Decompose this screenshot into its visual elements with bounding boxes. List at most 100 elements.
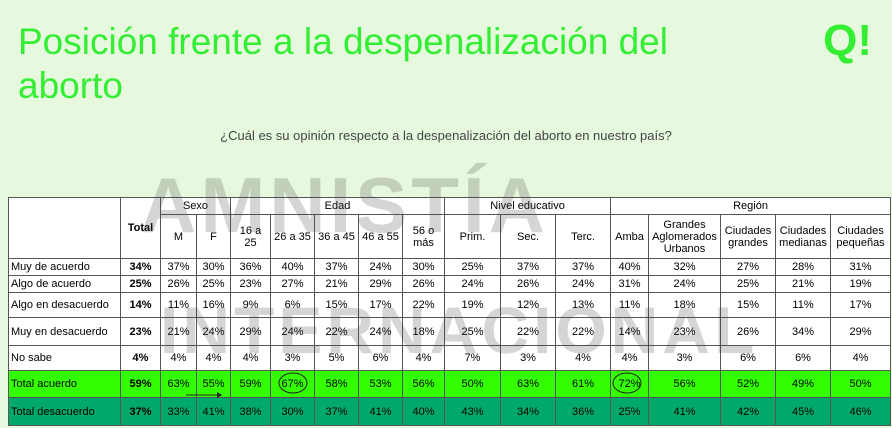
question: ¿Cuál es su opinión respecto a la despen… — [220, 128, 672, 143]
cell: 23% — [230, 275, 272, 293]
cell: 42% — [720, 397, 777, 426]
cell: 4% — [610, 345, 650, 371]
cell: 59% — [230, 370, 272, 398]
cell: 11% — [160, 292, 197, 318]
cell: 5% — [314, 345, 360, 371]
cell: 22% — [555, 317, 612, 346]
cell: 21% — [314, 275, 360, 293]
cell: 28% — [775, 258, 832, 276]
row-label: Algo de acuerdo — [8, 275, 121, 293]
cell: 12% — [500, 292, 557, 318]
cell: 24% — [444, 275, 502, 293]
cell: 33% — [160, 397, 197, 426]
cell: 27% — [270, 275, 316, 293]
cell: 52% — [720, 370, 777, 398]
column-row: M F 16 a 25 26 a 35 36 a 45 46 a 55 56 o más Pr… — [8, 214, 892, 259]
cell: 4% — [830, 345, 892, 371]
cell: 24% — [358, 317, 404, 346]
column-header: 16 a 25 — [230, 214, 272, 259]
cell: 30% — [195, 258, 232, 276]
column-header: Grandes Aglomerados Urbanos — [648, 214, 722, 259]
cell: 37% — [314, 397, 360, 426]
cell: 26% — [402, 275, 446, 293]
cell: 21% — [775, 275, 832, 293]
row-label: No sabe — [8, 345, 121, 371]
cell: 4% — [555, 345, 612, 371]
cell: 17% — [830, 292, 892, 318]
cell: 31% — [610, 275, 650, 293]
cell: 61% — [555, 370, 612, 398]
column-header: 36 a 45 — [314, 214, 360, 259]
cell: 14% — [610, 317, 650, 346]
cell: 13% — [555, 292, 612, 318]
cell: 6% — [720, 345, 777, 371]
column-header: Amba — [610, 214, 650, 259]
cell: 36% — [555, 397, 612, 426]
table-row: Muy en desacuerdo 23% 21% 24% 29% 24% 22% 24% 18… — [8, 317, 892, 346]
results-table: Total Sexo Edad Nivel educativo Región M F 16 a… — [8, 197, 892, 426]
cell: 56% — [648, 370, 722, 398]
table-row: Algo de acuerdo 25% 26% 25% 23% 27% 21% 29% 26% 2… — [8, 275, 892, 293]
cell: 59% — [120, 370, 161, 398]
cell: 25% — [720, 275, 777, 293]
cell: 9% — [230, 292, 272, 318]
cell: 43% — [444, 397, 502, 426]
cell: 53% — [358, 370, 404, 398]
cell: 40% — [402, 397, 446, 426]
cell: 19% — [444, 292, 502, 318]
cell: 34% — [120, 258, 161, 276]
cell: 67% — [270, 370, 316, 398]
cell: 30% — [270, 397, 316, 426]
column-header: F — [195, 214, 232, 259]
cell: 45% — [775, 397, 832, 426]
cell: 15% — [720, 292, 777, 318]
cell: 19% — [830, 275, 892, 293]
row-label: Total desacuerdo — [8, 397, 121, 426]
cell: 50% — [444, 370, 502, 398]
cell: 4% — [120, 345, 161, 371]
group-header: Sexo — [159, 197, 232, 215]
table-row: Muy de acuerdo 34% 37% 30% 36% 40% 37% 24% 30% 25… — [8, 258, 892, 276]
cell: 3% — [500, 345, 557, 371]
column-header: Ciudades grandes — [720, 214, 777, 259]
column-header: Terc. — [555, 214, 612, 259]
title: Posición frente a la despenalización del… — [18, 21, 668, 106]
row-label: Algo en desacuerdo — [8, 292, 121, 318]
column-header: Ciudades pequeñas — [830, 214, 892, 259]
table-row: Algo en desacuerdo 14% 11% 16% 9% 6% 15% 17% 22%… — [8, 292, 892, 318]
column-header: 46 a 55 — [358, 214, 404, 259]
cell: 46% — [830, 397, 892, 426]
cell: 34% — [775, 317, 832, 346]
cell: 25% — [444, 317, 502, 346]
cell: 6% — [358, 345, 404, 371]
cell: 27% — [720, 258, 777, 276]
group-header: Nivel educativo — [444, 197, 612, 215]
cell: 23% — [648, 317, 722, 346]
cell: 4% — [230, 345, 272, 371]
row-label: Muy de acuerdo — [8, 258, 121, 276]
cell: 41% — [195, 397, 232, 426]
cell: 40% — [610, 258, 650, 276]
cell: 36% — [230, 258, 272, 276]
column-header: Ciudades medianas — [775, 214, 832, 259]
cell: 24% — [270, 317, 316, 346]
cell: 72% — [610, 370, 650, 398]
cell: 25% — [195, 275, 232, 293]
column-header: Prim. — [444, 214, 502, 259]
cell: 37% — [314, 258, 360, 276]
total-header: Total — [120, 197, 161, 259]
table-row: Total desacuerdo 37% 33% 41% 38% 30% 37% 41% 40%… — [8, 397, 892, 426]
group-header: Región — [610, 197, 892, 215]
cell: 15% — [314, 292, 360, 318]
cell: 38% — [230, 397, 272, 426]
cell: 11% — [775, 292, 832, 318]
cell: 14% — [120, 292, 161, 318]
row-label: Muy en desacuerdo — [8, 317, 121, 346]
table-row: Total acuerdo 59% 63% 55% 59% 67% 58% 53% 56% 50%… — [8, 370, 892, 398]
cell: 56% — [402, 370, 446, 398]
cell: 21% — [160, 317, 197, 346]
group-header: Edad — [230, 197, 446, 215]
cell: 29% — [358, 275, 404, 293]
